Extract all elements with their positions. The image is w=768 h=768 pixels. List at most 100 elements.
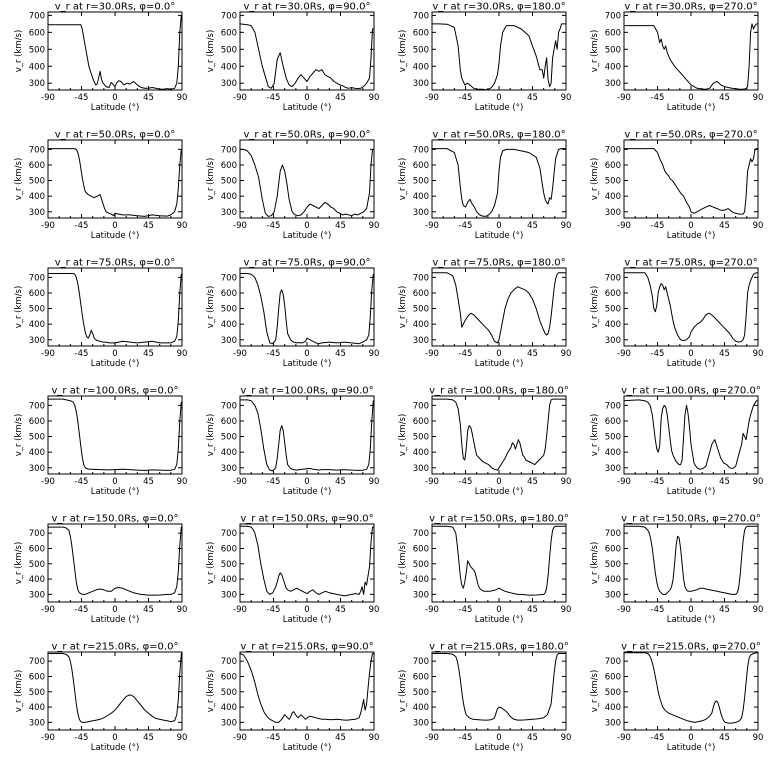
panel-title: v_r at r=150.0Rs, φ=90.0° xyxy=(240,514,373,525)
x-tick-label: -90 xyxy=(617,605,631,615)
x-tick-label: 0 xyxy=(112,605,117,615)
x-tick-label: 45 xyxy=(719,477,730,487)
y-tick-label: 700 xyxy=(29,145,45,155)
y-tick-label: 600 xyxy=(29,672,45,682)
panel-title: v_r at r=150.0Rs, φ=0.0° xyxy=(52,514,179,525)
x-axis-label: Latitude (°) xyxy=(91,231,140,241)
y-tick-label: 400 xyxy=(413,448,429,458)
x-axis-label: Latitude (°) xyxy=(475,231,524,241)
chart-panel: v_r at r=215.0Rs, φ=180.0° -90 -45 0 45 90 300… xyxy=(398,642,571,754)
x-axis-label: Latitude (°) xyxy=(667,743,716,753)
x-axis-label: Latitude (°) xyxy=(283,615,332,625)
y-tick-label: 600 xyxy=(221,161,237,171)
panel-title: v_r at r=215.0Rs, φ=270.0° xyxy=(621,642,761,653)
plot-frame xyxy=(431,395,567,475)
x-tick-label: -90 xyxy=(425,349,439,359)
y-tick-label: 400 xyxy=(221,448,237,458)
series-line xyxy=(624,525,758,595)
panel-title: v_r at r=100.0Rs, φ=180.0° xyxy=(429,386,569,397)
y-tick-label: 300 xyxy=(29,590,45,600)
y-tick-label: 700 xyxy=(29,401,45,411)
plot-frame xyxy=(47,651,183,731)
y-tick-label: 300 xyxy=(605,79,621,89)
x-tick-label: 45 xyxy=(719,221,730,231)
series-line xyxy=(239,23,374,90)
y-tick-label: 300 xyxy=(605,718,621,728)
x-tick-label: 0 xyxy=(112,221,117,231)
x-tick-label: 90 xyxy=(369,93,380,103)
chart-panel: v_r at r=50.0Rs, φ=90.0° -90 -45 0 45 90 300 40… xyxy=(206,130,379,242)
series-line xyxy=(48,526,182,596)
panel-title: v_r at r=100.0Rs, φ=0.0° xyxy=(52,386,179,397)
x-tick-label: -90 xyxy=(41,605,55,615)
x-tick-label: -90 xyxy=(617,221,631,231)
y-tick-label: 500 xyxy=(221,305,237,315)
y-tick-label: 500 xyxy=(29,560,45,570)
y-tick-label: 300 xyxy=(413,590,429,600)
y-tick-label: 500 xyxy=(221,45,237,55)
y-tick-label: 400 xyxy=(605,192,621,202)
series-line xyxy=(432,653,566,721)
y-tick-label: 700 xyxy=(605,273,621,283)
y-tick-label: 700 xyxy=(221,401,237,411)
panel-title: v_r at r=100.0Rs, φ=270.0° xyxy=(621,386,761,397)
y-tick-label: 400 xyxy=(29,192,45,202)
x-tick-label: 45 xyxy=(335,349,346,359)
panel-title: v_r at r=75.0Rs, φ=0.0° xyxy=(55,258,176,269)
chart-panel: v_r at r=215.0Rs, φ=270.0° -90 -45 0 45 90 300… xyxy=(590,642,763,754)
x-tick-label: -45 xyxy=(75,605,89,615)
x-tick-label: 45 xyxy=(719,733,730,743)
y-tick-label: 300 xyxy=(221,590,237,600)
y-tick-label: 300 xyxy=(605,336,621,346)
x-tick-label: 90 xyxy=(561,605,572,615)
x-axis-label: Latitude (°) xyxy=(667,231,716,241)
y-axis-label: v_r (km/s) xyxy=(398,414,408,457)
y-tick-label: 300 xyxy=(413,79,429,89)
panel-title: v_r at r=215.0Rs, φ=90.0° xyxy=(240,642,373,653)
x-tick-label: 45 xyxy=(527,349,538,359)
x-tick-label: 45 xyxy=(143,349,154,359)
y-axis-label: v_r (km/s) xyxy=(590,158,600,201)
y-axis-label: v_r (km/s) xyxy=(206,414,216,457)
x-tick-label: 0 xyxy=(496,605,501,615)
y-axis-label: v_r (km/s) xyxy=(14,670,24,713)
y-tick-label: 500 xyxy=(29,45,45,55)
x-tick-label: -45 xyxy=(267,349,281,359)
series-line xyxy=(48,148,182,217)
y-tick-label: 600 xyxy=(605,672,621,682)
x-tick-label: 45 xyxy=(143,477,154,487)
x-tick-label: -45 xyxy=(75,93,89,103)
y-axis-label: v_r (km/s) xyxy=(398,286,408,329)
x-tick-label: 45 xyxy=(335,221,346,231)
x-tick-label: 90 xyxy=(177,349,188,359)
x-tick-label: 45 xyxy=(335,93,346,103)
y-tick-label: 500 xyxy=(413,45,429,55)
y-tick-label: 700 xyxy=(605,529,621,539)
x-tick-label: -90 xyxy=(41,733,55,743)
x-tick-label: 0 xyxy=(688,221,693,231)
y-tick-label: 300 xyxy=(605,208,621,218)
series-line xyxy=(624,272,758,343)
x-tick-label: -90 xyxy=(425,477,439,487)
x-axis-label: Latitude (°) xyxy=(91,103,140,113)
y-tick-label: 500 xyxy=(29,305,45,315)
y-axis-label: v_r (km/s) xyxy=(14,158,24,201)
y-axis-label: v_r (km/s) xyxy=(590,670,600,713)
x-tick-label: -90 xyxy=(41,221,55,231)
x-axis-label: Latitude (°) xyxy=(283,231,332,241)
y-axis-label: v_r (km/s) xyxy=(398,670,408,713)
y-axis-label: v_r (km/s) xyxy=(14,414,24,457)
x-tick-label: 90 xyxy=(561,221,572,231)
series-line xyxy=(240,525,374,597)
x-tick-label: 45 xyxy=(527,93,538,103)
plot-frame xyxy=(47,523,183,603)
x-tick-label: -90 xyxy=(617,477,631,487)
y-tick-label: 400 xyxy=(413,62,429,72)
panel-title: v_r at r=150.0Rs, φ=180.0° xyxy=(429,514,569,525)
panel-title: v_r at r=50.0Rs, φ=180.0° xyxy=(432,130,565,141)
x-tick-label: 0 xyxy=(304,349,309,359)
y-tick-label: 700 xyxy=(413,401,429,411)
y-tick-label: 500 xyxy=(605,688,621,698)
x-tick-label: -45 xyxy=(75,221,89,231)
x-axis-label: Latitude (°) xyxy=(475,487,524,497)
